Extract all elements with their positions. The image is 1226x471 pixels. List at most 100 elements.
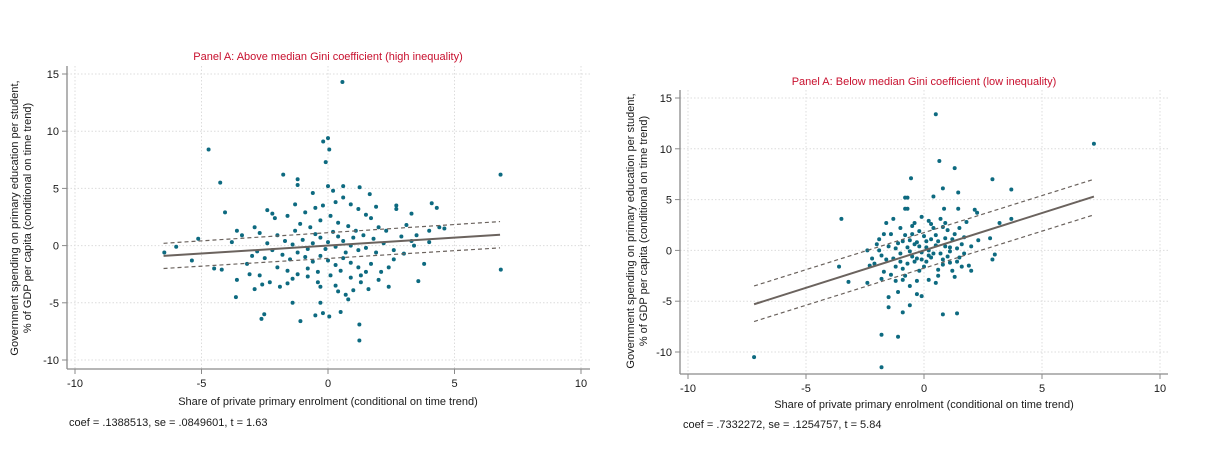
data-point xyxy=(964,219,969,224)
data-point xyxy=(914,240,919,245)
data-point xyxy=(275,265,280,270)
data-point xyxy=(412,243,417,248)
data-point xyxy=(416,279,421,284)
y-axis-title-line2: % of GDP per capita (conditional on time… xyxy=(22,103,34,333)
data-point xyxy=(300,237,305,242)
data-point xyxy=(361,233,366,238)
data-point xyxy=(340,80,345,85)
data-point xyxy=(943,244,948,249)
data-point xyxy=(422,261,427,266)
data-point xyxy=(326,258,330,263)
data-point xyxy=(363,212,368,217)
data-point xyxy=(219,267,224,272)
y-axis-title-line1: Government spending on primary education… xyxy=(9,80,21,355)
data-point xyxy=(903,233,908,238)
data-point xyxy=(333,200,338,205)
data-point xyxy=(218,180,223,185)
data-point xyxy=(933,280,938,285)
data-point xyxy=(265,208,270,213)
data-point xyxy=(498,267,503,272)
data-point xyxy=(262,256,267,261)
data-point xyxy=(313,313,318,318)
data-point xyxy=(303,255,308,260)
data-point xyxy=(952,274,957,279)
data-point xyxy=(905,195,910,200)
data-point xyxy=(429,201,434,206)
data-point xyxy=(295,272,300,277)
data-point xyxy=(929,221,934,226)
data-point xyxy=(357,185,362,190)
data-point xyxy=(997,220,1002,225)
data-point xyxy=(351,235,356,240)
data-point xyxy=(874,242,879,247)
data-point xyxy=(888,232,893,237)
data-point xyxy=(333,263,338,268)
data-point xyxy=(212,266,217,271)
data-point xyxy=(990,177,995,182)
data-point xyxy=(272,216,277,221)
data-point xyxy=(912,259,917,264)
data-point xyxy=(391,248,396,253)
x-tick-label: -10 xyxy=(680,383,696,395)
data-point xyxy=(427,228,432,233)
data-point xyxy=(399,234,404,239)
data-point xyxy=(328,273,333,278)
y-tick-label: -5 xyxy=(49,298,59,310)
data-point xyxy=(938,216,943,221)
data-point xyxy=(990,257,995,262)
data-point xyxy=(896,334,901,339)
data-point xyxy=(250,253,255,258)
data-point xyxy=(877,237,882,242)
data-point xyxy=(369,216,374,221)
data-point xyxy=(285,213,290,218)
y-tick-label: 15 xyxy=(660,93,672,105)
data-point xyxy=(893,264,898,269)
data-point xyxy=(356,206,361,211)
data-point xyxy=(386,265,391,270)
data-point xyxy=(929,237,934,242)
data-point xyxy=(298,319,303,324)
data-point xyxy=(257,273,262,278)
data-point xyxy=(285,281,290,286)
data-point xyxy=(907,303,912,308)
data-point xyxy=(318,284,323,289)
data-point xyxy=(315,269,320,274)
data-point xyxy=(427,240,432,245)
data-point xyxy=(259,316,264,321)
data-point xyxy=(298,221,303,226)
data-point xyxy=(969,268,974,273)
data-point xyxy=(260,282,265,287)
data-point xyxy=(881,232,886,237)
data-point xyxy=(936,239,941,244)
data-point xyxy=(174,244,179,249)
data-point xyxy=(290,300,295,305)
data-point xyxy=(351,288,356,293)
data-point xyxy=(752,355,757,360)
data-point xyxy=(313,232,318,237)
x-tick-label: 5 xyxy=(1039,383,1045,395)
data-point xyxy=(295,177,300,182)
data-point xyxy=(956,190,961,195)
data-point xyxy=(905,245,910,250)
data-point xyxy=(326,136,330,141)
data-point xyxy=(940,262,945,267)
data-point xyxy=(931,194,936,199)
data-point xyxy=(879,253,884,258)
data-point xyxy=(341,256,346,261)
data-point xyxy=(879,365,884,370)
data-point xyxy=(366,287,371,292)
data-point xyxy=(940,186,945,191)
data-point xyxy=(976,238,981,243)
y-tick-label: 10 xyxy=(660,144,672,156)
data-point xyxy=(933,112,938,117)
data-point xyxy=(371,236,376,241)
data-point xyxy=(952,166,957,171)
data-point xyxy=(363,269,368,274)
data-point xyxy=(379,269,384,274)
data-point xyxy=(346,224,351,229)
data-point xyxy=(936,267,941,272)
data-point xyxy=(305,266,310,271)
data-point xyxy=(943,220,948,225)
data-point xyxy=(162,250,167,255)
data-point xyxy=(900,239,905,244)
